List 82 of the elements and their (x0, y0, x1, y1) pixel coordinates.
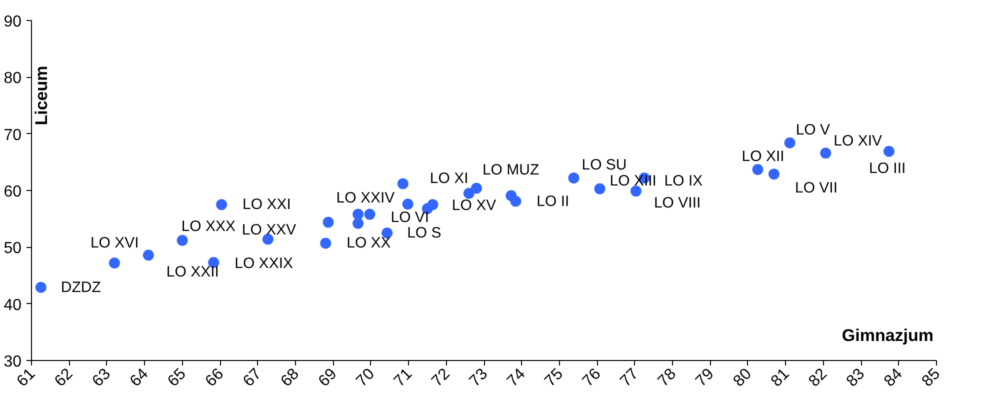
y-tick-label: 90 (4, 14, 22, 30)
point (630, 186, 642, 197)
point (883, 146, 894, 157)
x-tick-label: 65 (164, 365, 190, 390)
data-label: LO VI (390, 208, 430, 226)
point (352, 218, 364, 229)
x-tick-label: 85 (918, 365, 944, 390)
point (322, 216, 334, 228)
x-tick-label: 64 (127, 365, 152, 390)
y-tick-label: 40 (4, 296, 22, 314)
data-label: LO MUZ (482, 162, 540, 179)
data-label: DZDZ (60, 278, 101, 296)
data-label: LO XXV (242, 222, 296, 239)
x-tick-label: 78 (655, 365, 680, 390)
x-tick-label: 83 (844, 365, 868, 390)
point (35, 282, 46, 293)
x-tick-label: 73 (466, 365, 492, 390)
x-tick-label: 68 (278, 365, 303, 390)
data-label: LO XXX (181, 218, 236, 235)
x-tick-label: 69 (316, 365, 340, 390)
y-tick-label: 30 (4, 354, 22, 370)
y-axis-title: Liceum (32, 66, 51, 126)
x-tick-label: 79 (692, 365, 718, 390)
x-tick-label: 82 (806, 365, 831, 390)
point (108, 258, 120, 269)
y-tick-label: 50 (4, 240, 22, 258)
x-tick-label: 81 (768, 365, 793, 390)
x-tick-label: 80 (730, 365, 756, 390)
point (752, 164, 764, 176)
point (510, 196, 522, 207)
point (176, 234, 188, 246)
point (820, 148, 832, 159)
y-tick-label: 80 (4, 70, 22, 88)
x-tick-label: 63 (89, 365, 114, 390)
data-label: LO XXI (242, 196, 291, 214)
y-tick-label: 70 (4, 126, 22, 144)
x-tick-label: 75 (542, 365, 567, 390)
data-label: LO V (796, 121, 830, 138)
x-tick-label: 77 (617, 365, 642, 390)
data-label: LO S (407, 224, 442, 242)
point (320, 238, 332, 249)
point (784, 137, 796, 148)
point (262, 234, 274, 245)
data-label: LO IX (664, 172, 703, 190)
x-tick-label: 70 (353, 365, 378, 390)
data-label: LO XVI (90, 234, 139, 252)
point (463, 188, 474, 199)
x-tick-label: 74 (504, 365, 529, 390)
data-label: LO VIII (654, 194, 701, 212)
point (142, 250, 154, 261)
x-tick-label: 84 (881, 365, 906, 390)
x-tick-label: 62 (52, 365, 76, 390)
x-tick-label: 72 (428, 365, 454, 390)
point (768, 168, 780, 180)
point (402, 198, 414, 210)
point (427, 199, 438, 210)
x-tick-label: 76 (580, 365, 604, 390)
data-label: LO III (868, 160, 906, 177)
data-label: LO XIV (834, 132, 882, 150)
data-label: LO II (536, 192, 570, 210)
point (470, 182, 482, 194)
data-label: LO SU (582, 156, 627, 174)
x-tick-label: 66 (202, 365, 228, 390)
point (216, 199, 228, 210)
data-label: LO XI (430, 170, 468, 188)
y-tick-label: 60 (4, 184, 22, 200)
point (352, 208, 364, 220)
point (364, 208, 376, 220)
point (594, 183, 606, 194)
data-label: LO XXIX (234, 254, 293, 272)
data-label: LO XX (346, 234, 391, 252)
x-tick-label: 71 (391, 365, 416, 390)
x-axis-title: Gimnazjum (842, 326, 934, 345)
data-label: LO XII (742, 148, 784, 166)
data-label: LO XXII (166, 264, 219, 281)
data-label: LO XXIV (336, 190, 395, 207)
data-label: LO VII (794, 180, 838, 197)
data-label: LO XIII (610, 172, 656, 190)
data-label: LO XV (452, 196, 496, 214)
point (568, 172, 580, 184)
x-tick-label: 67 (240, 365, 265, 390)
point (397, 178, 408, 190)
